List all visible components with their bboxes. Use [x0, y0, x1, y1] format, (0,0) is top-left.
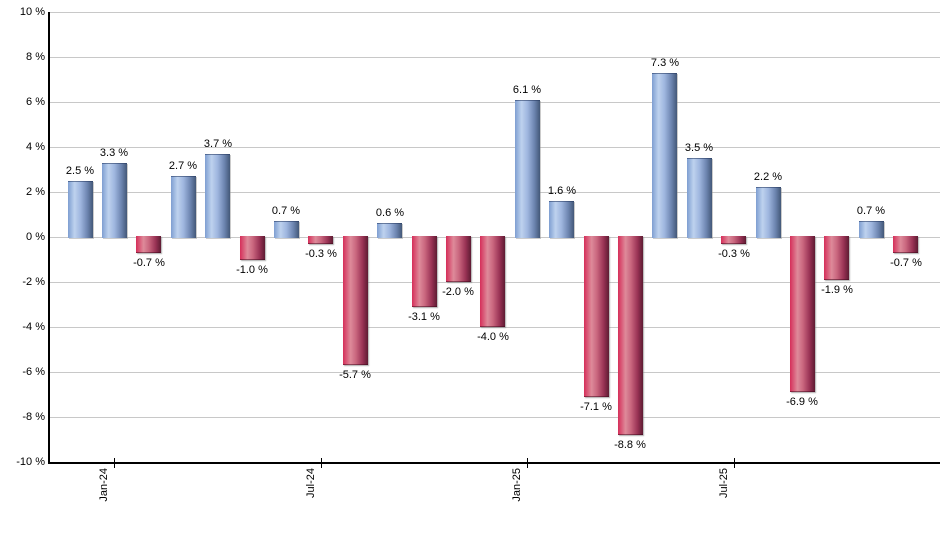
bar-May-25: [652, 73, 677, 238]
bar-Feb-25: [549, 201, 574, 238]
bar-value-label: -4.0 %: [477, 331, 509, 343]
bar-Aug-24: [343, 236, 368, 365]
bar-value-label: 0.7 %: [856, 205, 886, 217]
gridline: [50, 192, 940, 193]
gridline: [50, 327, 940, 328]
gridline: [50, 57, 940, 58]
bar-value-label: -2.0 %: [442, 286, 474, 298]
y-axis-line: [48, 12, 50, 464]
bar-Feb-24: [136, 236, 161, 253]
y-axis-tick-label: 8 %: [26, 51, 45, 63]
bar-Dec-23: [68, 181, 93, 238]
y-axis-tick-label: -6 %: [22, 366, 45, 378]
bar-Mar-24: [171, 176, 196, 238]
bar-value-label: -1.9 %: [821, 284, 853, 296]
y-axis-tick-label: 4 %: [26, 141, 45, 153]
bar-value-label: -0.3 %: [718, 248, 750, 260]
bar-value-label: -0.7 %: [133, 257, 165, 269]
bar-value-label: 3.7 %: [203, 138, 233, 150]
bar-Mar-25: [584, 236, 609, 397]
bar-Apr-25: [618, 236, 643, 435]
x-axis-tick-label: Jan-25: [511, 468, 523, 502]
bar-Dec-24: [480, 236, 505, 327]
gridline: [50, 12, 940, 13]
bar-Nov-25: [859, 221, 884, 238]
bar-value-label: 2.2 %: [753, 171, 783, 183]
x-axis-tick: [527, 458, 528, 468]
bar-value-label: 7.3 %: [650, 57, 680, 69]
bar-Jan-24: [102, 163, 127, 238]
bar-Oct-24: [412, 236, 437, 307]
bar-Aug-25: [756, 187, 781, 238]
x-axis-tick: [114, 458, 115, 468]
bar-value-label: 2.7 %: [168, 160, 198, 172]
bar-value-label: 3.3 %: [99, 147, 129, 159]
bar-Sep-25: [790, 236, 815, 392]
bar-Jul-25: [721, 236, 746, 244]
gridline: [50, 147, 940, 148]
y-axis-tick-label: -4 %: [22, 321, 45, 333]
gridline: [50, 417, 940, 418]
x-axis-tick-label: Jul-25: [718, 468, 730, 498]
bar-value-label: 6.1 %: [512, 84, 542, 96]
bar-value-label: 0.7 %: [271, 205, 301, 217]
bar-value-label: 2.5 %: [65, 165, 95, 177]
bar-May-24: [240, 236, 265, 260]
y-axis-tick-label: -2 %: [22, 276, 45, 288]
bar-value-label: -8.8 %: [614, 439, 646, 451]
y-axis-tick-label: 2 %: [26, 186, 45, 198]
gridline: [50, 102, 940, 103]
bar-Jul-24: [308, 236, 333, 244]
x-axis-tick: [321, 458, 322, 468]
bar-Jun-25: [687, 158, 712, 238]
bar-value-label: -3.1 %: [408, 311, 440, 323]
bar-value-label: -5.7 %: [339, 369, 371, 381]
bar-value-label: -0.3 %: [305, 248, 337, 260]
y-axis-tick-label: -10 %: [16, 456, 45, 468]
bar-Sep-24: [377, 223, 402, 238]
y-axis-tick-label: -8 %: [22, 411, 45, 423]
bar-value-label: -0.7 %: [890, 257, 922, 269]
x-axis-tick-label: Jan-24: [98, 468, 110, 502]
gridline: [50, 372, 940, 373]
x-axis-tick: [734, 458, 735, 468]
bar-value-label: -7.1 %: [580, 401, 612, 413]
bar-value-label: -1.0 %: [236, 264, 268, 276]
bar-Jun-24: [274, 221, 299, 238]
bar-Nov-24: [446, 236, 471, 282]
bar-value-label: 1.6 %: [547, 185, 577, 197]
x-axis-tick-label: Jul-24: [305, 468, 317, 498]
bar-Dec-25: [893, 236, 918, 253]
bar-Oct-25: [824, 236, 849, 280]
y-axis-tick-label: 6 %: [26, 96, 45, 108]
y-axis-tick-label: 10 %: [19, 6, 45, 18]
bar-Jan-25: [515, 100, 540, 238]
y-axis-tick-label: 0 %: [26, 231, 45, 243]
bar-Apr-24: [205, 154, 230, 238]
bar-value-label: 3.5 %: [684, 142, 714, 154]
x-axis-line: [48, 462, 940, 464]
bar-value-label: 0.6 %: [375, 207, 405, 219]
bar-value-label: -6.9 %: [786, 396, 818, 408]
